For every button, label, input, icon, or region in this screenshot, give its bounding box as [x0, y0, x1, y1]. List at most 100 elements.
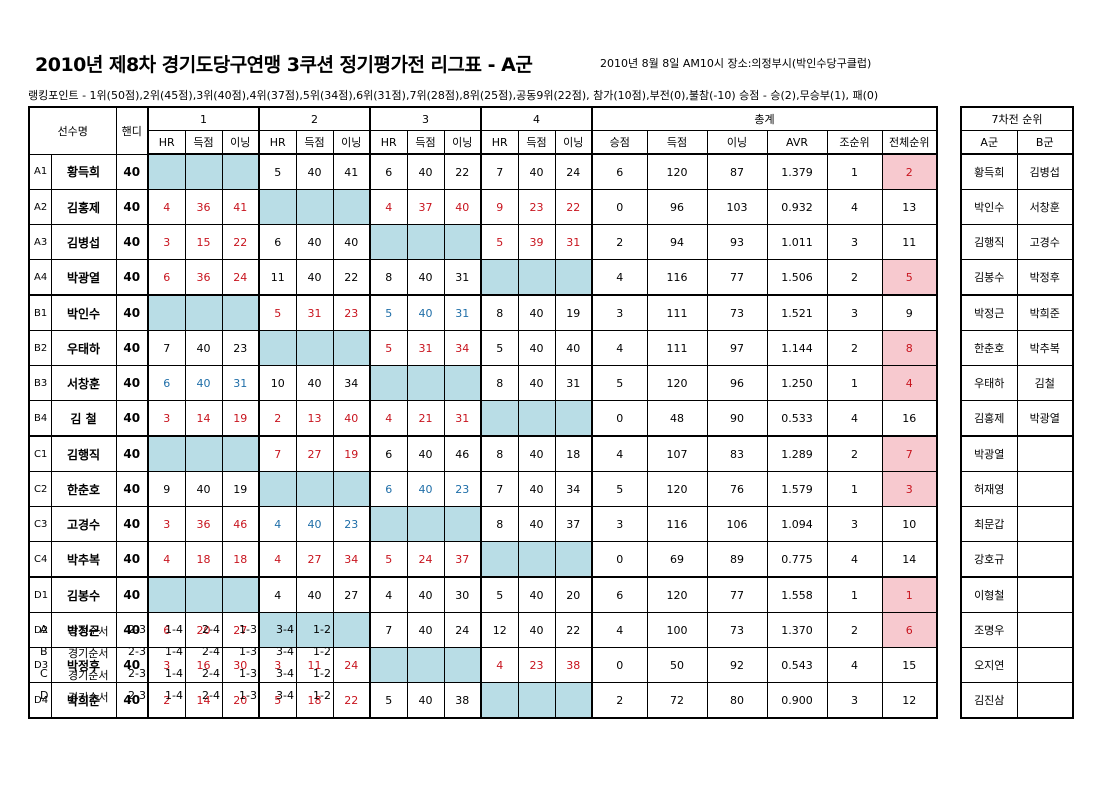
player-name: 박희준	[50, 682, 117, 719]
game-cell: 21	[406, 400, 445, 437]
game-cell: 6	[147, 259, 186, 296]
player-name: 박인수	[50, 294, 117, 331]
group-b-player	[1016, 541, 1074, 578]
game-cell: 37	[443, 541, 482, 578]
self-match-cell	[480, 400, 519, 437]
total-grp: 3	[826, 506, 883, 542]
group-a-player: 조명우	[960, 612, 1018, 648]
game-cell: 23	[221, 330, 260, 366]
total-pts: 4	[591, 612, 648, 648]
total-subheader: 조순위	[826, 130, 883, 155]
self-match-cell	[295, 330, 334, 366]
group-b-player: 서창훈	[1016, 189, 1074, 225]
league-table: 선수명 핸디 1 2 3 4 총계 HR 득점 이닝 HR 득점 이닝 HR 득점 이닝 HR 득점…	[28, 106, 938, 719]
game-cell: 6	[369, 153, 408, 190]
previous-ranking-row: 김진삼	[960, 682, 1074, 719]
game-cell: 6	[147, 612, 186, 648]
total-pts: 0	[591, 400, 648, 437]
match-order-group: D	[40, 689, 49, 702]
total-overall: 8	[881, 330, 938, 366]
game-cell: 11	[258, 259, 297, 296]
group-a-player: 강호규	[960, 541, 1018, 578]
game-cell: 9	[480, 189, 519, 225]
game-cell: 15	[184, 224, 223, 260]
total-avr: 1.506	[766, 259, 828, 296]
previous-ranking-row: 오지연	[960, 647, 1074, 683]
player-handicap: 40	[115, 541, 149, 578]
total-pts: 2	[591, 682, 648, 719]
total-header: 총계	[591, 106, 938, 131]
round-3-subheader: 이닝	[443, 130, 482, 155]
group-b-player	[1016, 647, 1074, 683]
player-row: D3 박정후 40 3 16 30 3 11 24 4 23 38 0 50 92 0.543 4 15	[28, 647, 938, 683]
self-match-cell	[517, 541, 556, 578]
player-name: 서창훈	[50, 365, 117, 401]
group-b-header: B군	[1016, 130, 1074, 155]
game-cell: 4	[480, 647, 519, 683]
game-cell: 5	[258, 294, 297, 331]
game-cell: 31	[554, 365, 593, 401]
player-name: 한춘호	[50, 471, 117, 507]
previous-ranking-row: 김홍제 박광열	[960, 400, 1074, 437]
game-cell: 4	[258, 506, 297, 542]
game-cell: 23	[332, 506, 371, 542]
self-match-cell	[554, 259, 593, 296]
total-inn: 77	[706, 259, 768, 296]
previous-ranking-row: 허재영	[960, 471, 1074, 507]
player-name: 박추복	[50, 541, 117, 578]
game-cell: 30	[221, 647, 260, 683]
player-handicap: 40	[115, 647, 149, 683]
total-pts: 0	[591, 647, 648, 683]
game-cell: 40	[517, 506, 556, 542]
match-order-pair: 3-4	[276, 645, 294, 658]
total-overall: 4	[881, 365, 938, 401]
total-avr: 0.900	[766, 682, 828, 719]
game-cell: 34	[443, 330, 482, 366]
round-4-subheader: HR	[480, 130, 519, 155]
round-2-header: 2	[258, 106, 371, 131]
total-overall: 6	[881, 612, 938, 648]
game-cell: 27	[295, 541, 334, 578]
previous-ranking-title: 7차전 순위	[960, 106, 1074, 131]
match-order-pair: 1-4	[165, 645, 183, 658]
self-match-cell	[480, 259, 519, 296]
total-pts: 4	[591, 330, 648, 366]
match-order-row: B 경기순서 2-3 1-4 2-4 1-3 3-4 1-2	[40, 645, 350, 667]
game-cell: 27	[295, 435, 334, 472]
total-grp: 1	[826, 153, 883, 190]
game-cell: 31	[443, 259, 482, 296]
player-handicap: 40	[115, 259, 149, 296]
group-a-player: 우태하	[960, 365, 1018, 401]
game-cell: 39	[517, 224, 556, 260]
game-cell: 31	[295, 294, 334, 331]
game-cell: 14	[184, 400, 223, 437]
game-cell: 4	[369, 189, 408, 225]
round-1-subheader: 이닝	[221, 130, 260, 155]
player-code: A3	[28, 224, 52, 260]
total-avr: 1.370	[766, 612, 828, 648]
player-name: 박정후	[50, 647, 117, 683]
round-2-subheader: 득점	[295, 130, 334, 155]
total-grp: 1	[826, 576, 883, 613]
total-avr: 1.289	[766, 435, 828, 472]
game-cell: 36	[184, 189, 223, 225]
self-match-cell	[554, 682, 593, 719]
self-match-cell	[369, 647, 408, 683]
match-order-pair: 2-4	[202, 689, 220, 702]
self-match-cell	[147, 153, 186, 190]
game-cell: 13	[295, 400, 334, 437]
group-a-player: 박정근	[960, 294, 1018, 331]
total-score: 96	[646, 189, 708, 225]
total-avr: 0.775	[766, 541, 828, 578]
match-order-pair: 1-4	[165, 623, 183, 636]
player-name: 우태하	[50, 330, 117, 366]
player-row: B3 서창훈 40 6 40 31 10 40 34 8 40 31 5 120 96 1.250 1 4	[28, 365, 938, 401]
total-grp: 4	[826, 647, 883, 683]
group-a-player: 이형철	[960, 576, 1018, 613]
total-grp: 4	[826, 189, 883, 225]
group-b-player	[1016, 435, 1074, 472]
match-order-pair: 2-4	[202, 645, 220, 658]
total-avr: 1.144	[766, 330, 828, 366]
game-cell: 40	[406, 576, 445, 613]
game-cell: 5	[369, 682, 408, 719]
